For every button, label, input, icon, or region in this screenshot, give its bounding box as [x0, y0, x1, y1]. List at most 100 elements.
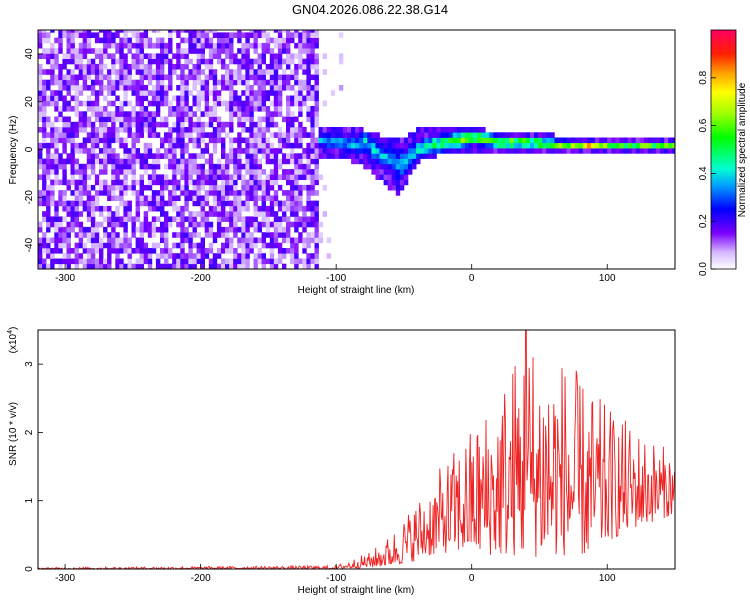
heatmap-cell	[294, 190, 299, 196]
heatmap-cell	[192, 253, 197, 259]
heatmap-cell	[176, 111, 181, 117]
heatmap-cell	[139, 121, 144, 128]
heatmap-cell	[623, 148, 628, 154]
heatmap-cell	[99, 190, 104, 196]
heatmap-cell	[196, 74, 201, 81]
heatmap-cell	[74, 195, 79, 201]
heatmap-cell	[257, 179, 262, 186]
heatmap-cell	[282, 253, 287, 259]
heatmap-cell	[440, 148, 445, 154]
heatmap-cell	[322, 137, 327, 144]
heatmap-cell	[115, 195, 120, 201]
heatmap-cell	[399, 137, 405, 144]
heatmap-cell	[184, 200, 189, 207]
heatmap-cell	[94, 132, 100, 138]
heatmap-cell	[184, 53, 189, 59]
heatmap-cell	[155, 74, 161, 81]
heatmap-cell	[155, 258, 161, 265]
heatmap-cell	[66, 127, 71, 133]
heatmap-cell	[334, 132, 340, 138]
heatmap-cell	[306, 242, 311, 249]
heatmap-cell	[50, 190, 55, 196]
heatmap-cell	[456, 127, 462, 133]
heatmap-cell	[192, 100, 197, 107]
heatmap-cell	[550, 148, 555, 154]
heatmap-cell	[212, 53, 218, 59]
heatmap-cell	[196, 163, 201, 170]
heatmap-cell	[111, 179, 116, 186]
heatmap-cell	[245, 116, 250, 123]
heatmap-cell	[139, 200, 144, 207]
heatmap-cell	[290, 179, 295, 186]
heatmap-cell	[261, 169, 266, 175]
heatmap-cell	[139, 85, 144, 91]
heatmap-cell	[42, 100, 47, 107]
heatmap-cell	[290, 184, 295, 191]
heatmap-cell	[115, 242, 120, 249]
heatmap-cell	[78, 226, 84, 233]
heatmap-cell	[58, 137, 63, 144]
heatmap-cell	[188, 69, 193, 75]
heatmap-cell	[74, 30, 79, 33]
heatmap-cell	[70, 74, 75, 81]
heatmap-cell	[103, 263, 108, 269]
heatmap-cell	[286, 179, 291, 186]
heatmap-cell	[103, 85, 108, 91]
heatmap-cell	[387, 174, 393, 180]
heatmap-cell	[42, 179, 47, 186]
heatmap-cell	[74, 211, 79, 217]
heatmap-cell	[314, 158, 319, 165]
heatmap-cell	[225, 242, 230, 249]
heatmap-cell	[70, 205, 75, 212]
heatmap-cell	[326, 137, 332, 144]
heatmap-cell	[123, 63, 128, 70]
heatmap-cell	[131, 148, 136, 154]
heatmap-cell	[155, 148, 161, 154]
heatmap-cell	[245, 37, 250, 44]
heatmap-cell	[290, 58, 295, 65]
heatmap-cell	[192, 190, 197, 196]
heatmap-cell	[172, 69, 177, 75]
heatmap-cell	[168, 48, 173, 54]
heatmap-cell	[184, 132, 189, 138]
heatmap-cell	[58, 48, 63, 54]
heatmap-cell	[302, 258, 307, 265]
heatmap-cell	[314, 58, 319, 65]
heatmap-cell	[176, 132, 181, 138]
heatmap-cell	[473, 142, 478, 149]
heatmap-cell	[314, 111, 319, 117]
heatmap-cell	[249, 100, 254, 107]
heatmap-cell	[436, 137, 441, 144]
heatmap-cell	[257, 116, 262, 123]
heatmap-cell	[188, 237, 193, 244]
heatmap-cell	[314, 174, 319, 180]
heatmap-cell	[269, 205, 275, 212]
heatmap-cell	[399, 153, 405, 159]
heatmap-cell	[200, 253, 205, 259]
heatmap-cell	[225, 42, 230, 49]
heatmap-cell	[237, 116, 242, 123]
heatmap-cell	[119, 142, 124, 149]
heatmap-cell	[216, 248, 222, 254]
heatmap-cell	[375, 163, 380, 170]
heatmap-cell	[147, 253, 153, 259]
heatmap-cell	[265, 195, 271, 201]
heatmap-cell	[326, 132, 332, 138]
heatmap-cell	[367, 137, 372, 144]
heatmap-cell	[627, 142, 632, 149]
heatmap-cell	[338, 153, 344, 159]
heatmap-cell	[86, 95, 92, 102]
heatmap-cell	[216, 132, 222, 138]
heatmap-cell	[38, 153, 43, 159]
heatmap-cell	[216, 195, 222, 201]
heatmap-cell	[273, 179, 279, 186]
heatmap-cell	[286, 190, 291, 196]
heatmap-cell	[505, 148, 510, 154]
heatmap-cell	[192, 74, 197, 81]
heatmap-cell	[119, 127, 124, 133]
heatmap-cell	[432, 132, 437, 138]
heatmap-cell	[123, 158, 128, 165]
heatmap-cell	[375, 158, 380, 165]
heatmap-cell	[94, 37, 100, 44]
heatmap-cell	[265, 211, 271, 217]
